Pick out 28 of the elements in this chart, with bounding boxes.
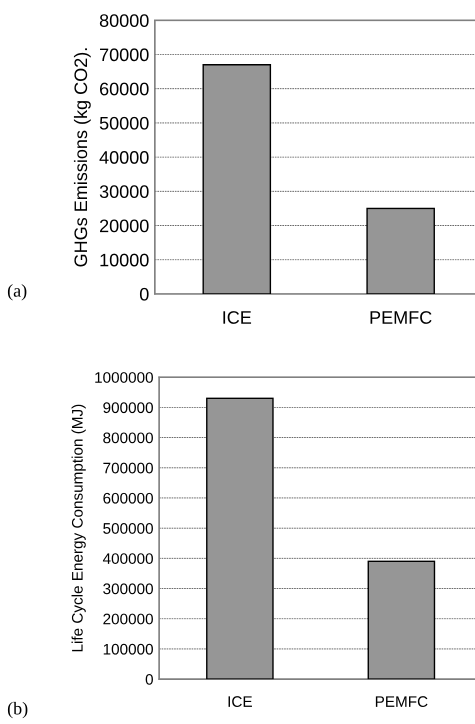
y-tick-label: 500000 (103, 523, 153, 534)
y-tick-label: 600000 (103, 492, 153, 504)
y-tick-label: 80000 (100, 14, 149, 27)
y-tick-label: 30000 (100, 185, 149, 198)
y-tick-label: 100000 (104, 644, 153, 655)
y-tick-label: 300000 (103, 583, 153, 594)
y-tick-label: 10000 (100, 254, 149, 266)
y-tick-label: 60000 (100, 82, 149, 96)
y-tick-label: 0 (140, 288, 149, 301)
y-tick-label: 400000 (102, 553, 153, 564)
y-tick-label: 0 (146, 674, 153, 685)
x-tick-label: PEMFC (370, 311, 432, 324)
y-axis-title: Life Cycle Energy Consumption (MJ) (72, 404, 86, 652)
y-tick-label: 200000 (103, 614, 153, 624)
x-tick-label: ICE (228, 696, 252, 707)
y-tick-label: 40000 (100, 151, 149, 164)
y-axis-title: GHGs Emissions (kg CO2). (74, 48, 91, 267)
y-tick-label: 70000 (100, 48, 149, 62)
y-tick-label: 800000 (103, 432, 153, 444)
text: (a) (8, 284, 26, 300)
text: (b) (8, 702, 28, 718)
y-tick-label: 50000 (100, 116, 149, 130)
y-tick-label: 20000 (100, 219, 149, 232)
x-tick-label: PEMFC (376, 696, 428, 707)
x-tick-label: ICE (223, 311, 252, 324)
y-tick-label: 900000 (103, 402, 153, 414)
y-tick-label: 700000 (103, 462, 153, 474)
y-tick-label: 1000000 (95, 372, 153, 383)
